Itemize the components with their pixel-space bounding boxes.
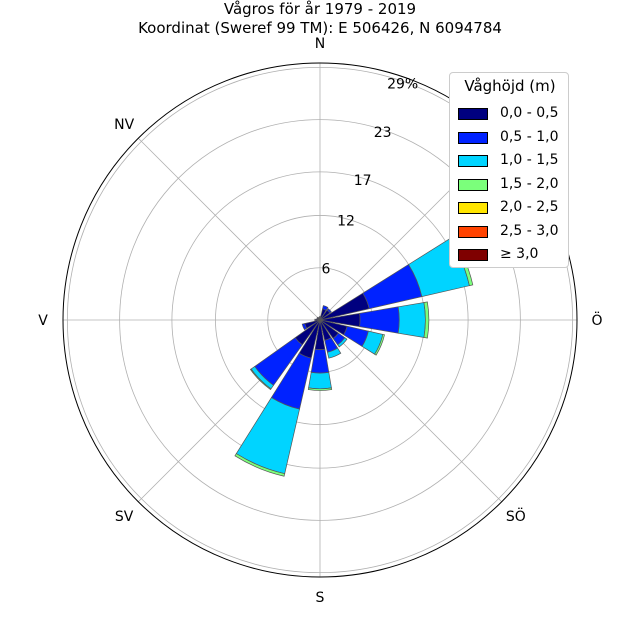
rose-bar-s6-b2: [337, 337, 348, 348]
direction-label-4: S: [316, 590, 325, 606]
legend-item-3: 1,5 - 2,0: [458, 176, 568, 196]
legend-label-3: 1,5 - 2,0: [500, 175, 559, 192]
direction-label-3: SÖ: [506, 507, 526, 525]
rose-bar-s15-b0: [318, 317, 321, 321]
grid-spoke-7: [137, 137, 321, 321]
rose-bar-s12-b1: [314, 318, 317, 322]
radial-tick-label-3: 23: [374, 125, 392, 141]
direction-label-6: V: [38, 313, 48, 329]
legend-item-4: 2,0 - 2,5: [458, 199, 568, 219]
radial-tick-label-1: 12: [337, 213, 355, 229]
legend-swatch-5: [458, 225, 488, 238]
legend-swatch-0: [458, 108, 488, 120]
rose-bar-s10-b3: [249, 368, 272, 391]
legend-item-1: 0,5 - 1,0: [458, 129, 568, 149]
legend-label-4: 2,0 - 2,5: [500, 199, 559, 215]
rose-bar-s2-b1: [326, 308, 332, 314]
legend-swatch-1: [458, 131, 488, 144]
legend-swatch-3: [458, 178, 488, 191]
rose-bar-s4-b1: [359, 306, 400, 334]
rose-bars: [234, 236, 474, 477]
outer-border: [62, 62, 578, 578]
legend-item-6: ≥ 3,0: [458, 246, 568, 266]
legend-label-2: 1,0 - 1,5: [500, 152, 559, 168]
legend-item-0: 0,0 - 0,5: [458, 105, 568, 125]
rose-bar-s7-b2: [326, 347, 342, 359]
rose-bar-s5-b3: [374, 334, 385, 356]
legend-item-5: 2,5 - 3,0: [458, 223, 568, 243]
legend-swatch-2: [458, 155, 488, 167]
rose-bar-s9-b3: [234, 453, 286, 477]
direction-label-0: N: [315, 36, 325, 52]
rose-bar-s8-b3: [307, 387, 333, 391]
rose-bar-s8-b2: [308, 372, 332, 390]
legend-title: Våghöjd (m): [464, 77, 556, 95]
legend-label-6: ≥ 3,0: [500, 246, 539, 262]
chart-title: Vågros för år 1979 - 2019: [223, 0, 417, 18]
radial-tick-label-0: 6: [322, 262, 331, 278]
direction-label-2: Ö: [591, 311, 602, 329]
legend-swatch-4: [458, 202, 488, 214]
rose-bar-s11-b1: [301, 323, 308, 331]
rose-bar-s8-b1: [310, 348, 330, 374]
legend-swatch-6: [458, 249, 488, 261]
grid-spoke-3: [319, 319, 503, 503]
radial-tick-label-4: 29%: [387, 77, 418, 93]
rose-bar-s4-b2: [397, 302, 426, 338]
legend-item-2: 1,0 - 1,5: [458, 152, 568, 172]
rose-bar-s4-b3: [423, 301, 430, 339]
radial-tick-label-2: 17: [354, 173, 372, 189]
chart-subtitle: Koordinat (Sweref 99 TM): E 506426, N 60…: [138, 19, 502, 37]
legend: Våghöjd (m) 0,0 - 0,5 0,5 - 1,0 1,0 - 1,5 1…: [449, 72, 569, 268]
radial-tick-labels: 6 12 17 23 29%: [322, 77, 419, 278]
rose-bar-s1-b1: [322, 305, 329, 311]
legend-label-0: 0,0 - 0,5: [500, 105, 559, 121]
legend-label-1: 0,5 - 1,0: [500, 128, 559, 145]
direction-label-7: NV: [114, 117, 134, 133]
direction-label-5: SV: [115, 509, 134, 525]
legend-label-5: 2,5 - 3,0: [500, 222, 559, 239]
